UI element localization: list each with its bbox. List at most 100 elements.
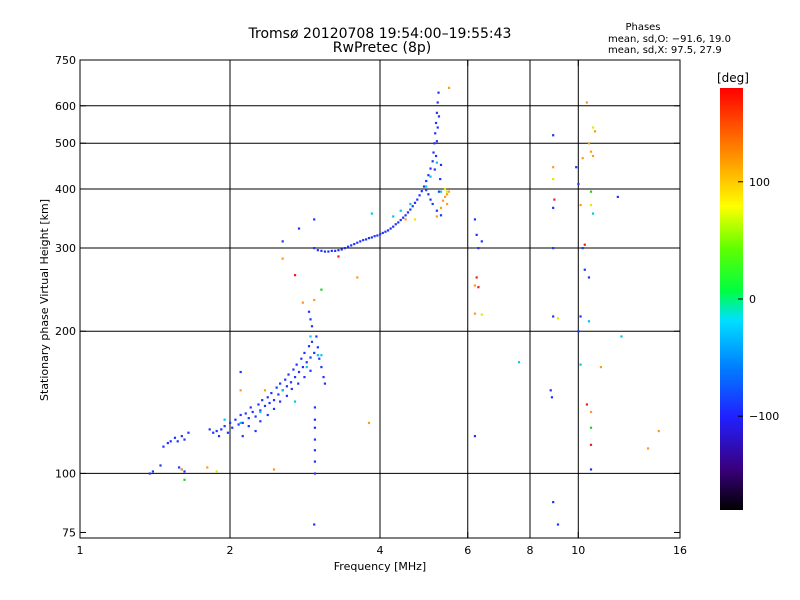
data-point xyxy=(425,179,428,183)
x-tick-label: 1 xyxy=(77,544,84,557)
data-point xyxy=(413,201,417,204)
data-point xyxy=(436,126,439,129)
data-point xyxy=(439,214,443,217)
y-tick-label: 600 xyxy=(55,100,76,113)
data-point xyxy=(151,470,155,473)
data-point xyxy=(591,154,595,158)
data-point xyxy=(244,412,247,415)
data-point xyxy=(443,187,447,191)
data-point xyxy=(583,268,586,271)
data-point xyxy=(237,423,240,426)
colorbar xyxy=(720,88,743,510)
data-point xyxy=(404,218,407,221)
data-point xyxy=(437,91,440,94)
data-point xyxy=(439,163,443,167)
data-point xyxy=(318,357,321,360)
data-point xyxy=(285,385,288,388)
data-point xyxy=(215,429,218,433)
data-point xyxy=(392,225,395,228)
data-point xyxy=(473,218,477,221)
data-point xyxy=(575,166,578,169)
data-point xyxy=(340,248,343,251)
data-point xyxy=(445,202,449,206)
data-point xyxy=(316,354,319,357)
data-point xyxy=(418,194,421,197)
data-point xyxy=(281,257,284,260)
data-point xyxy=(447,190,451,193)
data-point xyxy=(313,426,317,429)
data-point xyxy=(587,276,591,279)
data-point xyxy=(367,236,371,240)
data-point xyxy=(297,227,301,230)
data-point xyxy=(309,318,312,321)
data-point xyxy=(585,101,588,104)
data-point xyxy=(477,247,480,250)
data-point xyxy=(370,212,373,215)
data-point xyxy=(330,249,333,252)
data-point xyxy=(439,206,443,209)
data-point xyxy=(356,276,359,279)
data-point xyxy=(275,386,278,389)
data-point xyxy=(517,361,521,364)
data-point xyxy=(251,410,254,414)
data-point xyxy=(553,198,556,201)
data-point xyxy=(480,240,483,243)
data-point xyxy=(239,413,242,417)
data-point xyxy=(646,447,650,450)
data-point xyxy=(313,449,317,452)
data-point xyxy=(373,235,376,238)
data-point xyxy=(439,190,443,193)
data-point xyxy=(577,182,580,186)
data-point xyxy=(353,242,356,246)
data-point xyxy=(313,406,317,409)
data-point xyxy=(272,407,276,411)
data-point xyxy=(589,443,593,446)
data-point xyxy=(657,429,660,433)
data-point xyxy=(259,409,262,412)
data-point xyxy=(435,161,438,164)
data-point xyxy=(370,236,373,239)
data-point xyxy=(263,389,267,392)
data-point xyxy=(350,244,353,247)
data-point xyxy=(445,193,449,196)
data-point xyxy=(313,218,316,221)
data-point xyxy=(300,357,303,360)
data-point xyxy=(303,351,306,355)
data-point xyxy=(259,410,262,414)
data-point xyxy=(287,373,290,376)
data-point xyxy=(313,523,316,526)
data-point xyxy=(404,214,407,217)
data-point xyxy=(176,440,179,443)
data-point xyxy=(272,399,276,402)
data-point xyxy=(254,415,257,418)
data-point xyxy=(443,195,447,199)
data-point xyxy=(261,399,264,402)
data-point xyxy=(292,368,295,371)
data-point xyxy=(231,426,234,429)
data-point xyxy=(397,221,400,224)
data-point xyxy=(589,426,593,429)
data-point xyxy=(406,211,410,214)
data-point xyxy=(589,468,593,471)
data-point xyxy=(550,396,554,399)
data-point xyxy=(386,229,390,232)
data-point xyxy=(320,249,323,252)
data-point xyxy=(263,404,267,408)
data-point xyxy=(279,400,282,403)
data-point xyxy=(320,288,323,291)
plot-grid xyxy=(80,60,680,538)
data-point xyxy=(431,202,434,206)
data-point xyxy=(435,140,438,143)
data-point xyxy=(616,195,619,199)
data-point xyxy=(433,168,436,171)
data-point xyxy=(279,382,282,385)
data-point xyxy=(411,205,414,208)
data-point xyxy=(241,435,244,438)
data-point xyxy=(359,240,362,243)
data-point xyxy=(427,174,430,177)
data-point xyxy=(437,115,441,118)
data-point xyxy=(591,212,595,215)
data-point xyxy=(241,421,244,424)
data-point xyxy=(177,466,181,469)
